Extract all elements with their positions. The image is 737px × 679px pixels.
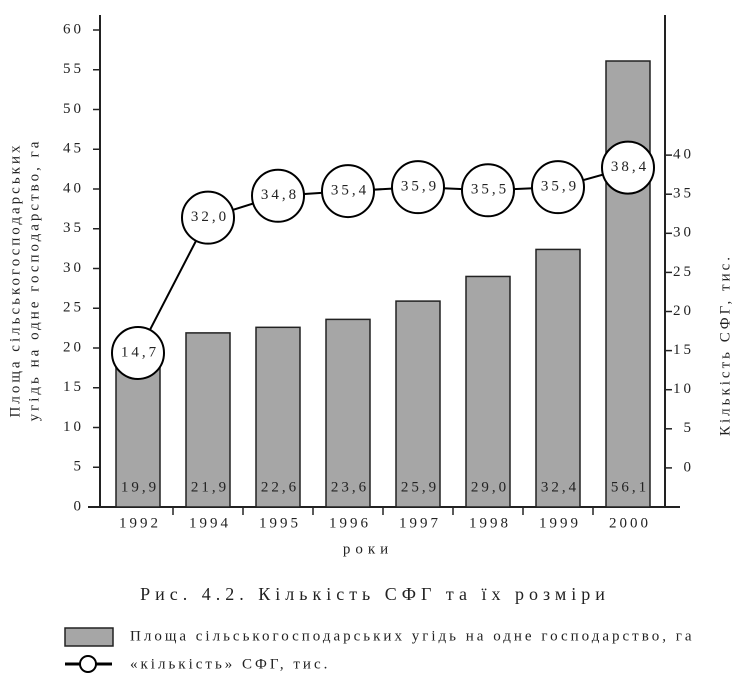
data-label: 22,6 <box>261 479 299 495</box>
data-label: 56,1 <box>611 479 649 495</box>
y2-tick-label: 15 <box>673 342 694 358</box>
data-label: 23,6 <box>331 479 369 495</box>
bar <box>255 326 301 508</box>
y2-axis-label: Кількість СФГ, тис. <box>717 254 733 436</box>
y-axis-label: угідь на одне господарство, га <box>26 139 42 422</box>
y-tick-label: 20 <box>63 339 84 355</box>
y-tick-label: 5 <box>74 459 85 475</box>
data-label: 32,0 <box>191 209 229 225</box>
data-label: 35,9 <box>401 179 439 195</box>
legend-swatch <box>79 655 97 673</box>
y-tick-label: 40 <box>63 180 84 196</box>
marker <box>111 325 165 380</box>
data-label: 29,0 <box>471 479 509 495</box>
data-label: 34,8 <box>261 187 299 203</box>
data-label: 21,9 <box>191 479 229 495</box>
data-label: 19,9 <box>121 479 159 495</box>
y-tick-label: 25 <box>63 300 84 316</box>
y-axis-label: Площа сільськогосподарських <box>7 143 23 418</box>
x-tick-label: 1995 <box>259 515 301 531</box>
legend-label: Площа сільськогосподарських угідь на одн… <box>130 628 695 644</box>
marker <box>461 163 515 218</box>
y2-tick-label: 40 <box>673 147 694 163</box>
y-tick-label: 50 <box>63 101 84 117</box>
y2-tick-label: 5 <box>684 420 695 436</box>
y2-tick-label: 25 <box>673 264 694 280</box>
y2-tick-label: 20 <box>673 303 694 319</box>
x-tick-label: 1992 <box>119 515 161 531</box>
bar <box>535 248 581 508</box>
y-tick-label: 10 <box>63 419 84 435</box>
marker <box>251 168 305 223</box>
data-label: 38,4 <box>611 159 649 175</box>
data-label: 35,5 <box>471 182 509 198</box>
y2-tick-label: 30 <box>673 225 694 241</box>
marker <box>531 160 585 215</box>
y-tick-label: 0 <box>74 498 85 514</box>
chart-title: Рис. 4.2. Кількість СФГ та їх розміри <box>140 584 610 604</box>
data-label: 14,7 <box>121 344 159 360</box>
y-tick-label: 60 <box>63 21 84 37</box>
y-tick-label: 45 <box>63 141 84 157</box>
x-axis-label: роки <box>343 541 393 557</box>
y2-tick-label: 35 <box>673 186 694 202</box>
y2-tick-label: 10 <box>673 381 694 397</box>
y-tick-label: 15 <box>63 379 84 395</box>
x-tick-label: 1999 <box>539 515 581 531</box>
y2-tick-label: 0 <box>684 459 695 475</box>
bar <box>185 332 231 508</box>
bar <box>325 318 371 508</box>
marker <box>321 164 375 219</box>
bar <box>395 300 441 508</box>
x-tick-label: 1994 <box>189 515 231 531</box>
data-label: 25,9 <box>401 479 439 495</box>
marker <box>601 140 655 195</box>
legend-swatch <box>64 627 114 647</box>
y-tick-label: 35 <box>63 220 84 236</box>
marker <box>391 160 445 215</box>
data-label: 35,4 <box>331 183 369 199</box>
y-tick-label: 55 <box>63 61 84 77</box>
data-label: 32,4 <box>541 479 579 495</box>
y-tick-label: 30 <box>63 260 84 276</box>
marker <box>181 190 235 245</box>
bar <box>465 275 511 508</box>
x-tick-label: 1996 <box>329 515 371 531</box>
legend-label: «кількість» СФГ, тис. <box>130 656 330 672</box>
x-tick-label: 1997 <box>399 515 441 531</box>
x-tick-label: 2000 <box>609 515 651 531</box>
data-label: 35,9 <box>541 179 579 195</box>
x-tick-label: 1998 <box>469 515 511 531</box>
bar <box>605 60 651 508</box>
